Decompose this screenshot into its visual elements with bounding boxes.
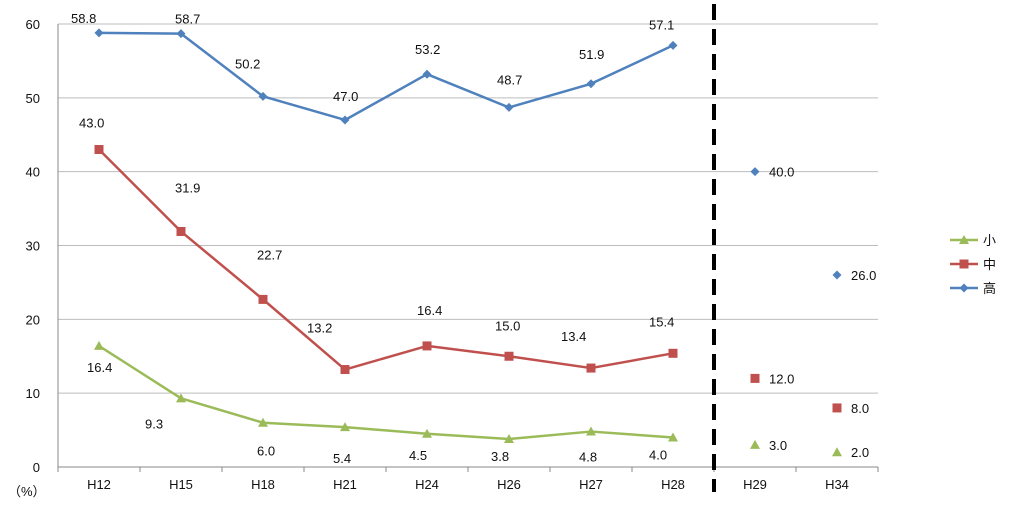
target-label: 8.0	[851, 401, 869, 416]
data-label: 43.0	[79, 116, 104, 131]
data-point	[422, 428, 432, 438]
data-point	[176, 393, 186, 403]
data-label: 16.4	[87, 360, 112, 375]
data-point	[258, 91, 268, 101]
data-point	[340, 365, 350, 375]
target-point	[832, 270, 842, 280]
data-label: 58.8	[71, 11, 96, 26]
y-tick-label: 40	[26, 165, 40, 180]
target-label: 40.0	[769, 165, 794, 180]
data-label: 16.4	[417, 303, 442, 318]
legend-marker	[959, 283, 969, 293]
y-tick-label: 30	[26, 239, 40, 254]
x-tick-label: H29	[743, 477, 767, 492]
data-point	[668, 348, 678, 358]
data-label: 50.2	[235, 56, 260, 71]
data-point	[176, 29, 186, 39]
series-line-高	[98, 31, 674, 122]
target-point	[832, 403, 842, 413]
y-unit-label: （%）	[8, 484, 46, 499]
data-label: 51.9	[579, 47, 604, 62]
data-label: 22.7	[257, 247, 282, 262]
data-label: 31.9	[175, 180, 200, 195]
target-label: 3.0	[769, 438, 787, 453]
data-label: 13.2	[307, 321, 332, 336]
legend-label: 中	[983, 258, 996, 273]
x-tick-label: H12	[87, 477, 111, 492]
target-label: 2.0	[851, 445, 869, 460]
data-point	[668, 40, 678, 50]
target-point	[750, 167, 760, 177]
x-tick-label: H18	[251, 477, 275, 492]
y-tick-label: 10	[26, 386, 40, 401]
target-label: 12.0	[769, 371, 794, 386]
data-point	[586, 363, 596, 373]
legend-marker	[959, 259, 969, 269]
x-tick-label: H15	[169, 477, 193, 492]
data-point	[422, 341, 432, 351]
data-labels: 58.8 58.7 50.2 47.0 53.2 48.7 51.9 57.1 40.0 26.0…	[71, 11, 876, 466]
series-group	[94, 28, 842, 457]
legend: 小中高	[950, 234, 996, 297]
data-point	[340, 115, 350, 125]
data-label: 57.1	[649, 17, 674, 32]
data-label: 9.3	[145, 416, 163, 431]
data-label: 3.8	[491, 449, 509, 464]
data-point	[504, 433, 514, 443]
data-label: 47.0	[333, 89, 358, 104]
data-label: 15.0	[495, 318, 520, 333]
data-label: 4.0	[649, 447, 667, 462]
data-label: 4.5	[409, 448, 427, 463]
data-label: 5.4	[333, 451, 351, 466]
gridlines	[58, 23, 878, 468]
data-point	[668, 432, 678, 442]
data-point	[258, 294, 268, 304]
x-tick-label: H21	[333, 477, 357, 492]
data-point	[94, 340, 104, 350]
target-point	[750, 439, 760, 449]
x-tick-label: H28	[661, 477, 685, 492]
legend-marker	[959, 235, 969, 244]
data-point	[422, 69, 432, 79]
x-tick-label: H34	[825, 477, 849, 492]
data-point	[94, 145, 104, 155]
target-point	[832, 447, 842, 457]
data-label: 53.2	[415, 42, 440, 57]
data-label: 48.7	[497, 72, 522, 87]
data-point	[176, 226, 186, 236]
data-label: 15.4	[649, 314, 674, 329]
data-label: 13.4	[561, 329, 586, 344]
data-point	[504, 351, 514, 361]
target-label: 26.0	[851, 268, 876, 283]
x-tick-label: H27	[579, 477, 603, 492]
data-label: 58.7	[175, 12, 200, 27]
data-point	[586, 79, 596, 89]
x-tick-label: H24	[415, 477, 439, 492]
x-tick-label: H26	[497, 477, 521, 492]
data-label: 6.0	[257, 444, 275, 459]
y-tick-label: 50	[26, 91, 40, 106]
data-point	[340, 422, 350, 432]
series-line-小	[98, 344, 674, 441]
series-line-中	[98, 148, 674, 371]
data-point	[94, 28, 104, 38]
legend-label: 高	[983, 281, 996, 297]
data-point	[586, 426, 596, 436]
data-point	[258, 417, 268, 427]
x-axis: H12 H15 H18 H21 H24 H26 H27 H28 H29 H34	[57, 467, 879, 492]
y-axis: 0 10 20 30 40 50 60	[26, 17, 59, 475]
data-label: 4.8	[579, 450, 597, 465]
y-tick-label: 0	[33, 460, 40, 475]
target-point	[750, 373, 760, 383]
y-tick-label: 60	[26, 17, 40, 32]
data-point	[504, 102, 514, 112]
legend-label: 小	[983, 234, 996, 249]
y-tick-label: 20	[26, 312, 40, 327]
